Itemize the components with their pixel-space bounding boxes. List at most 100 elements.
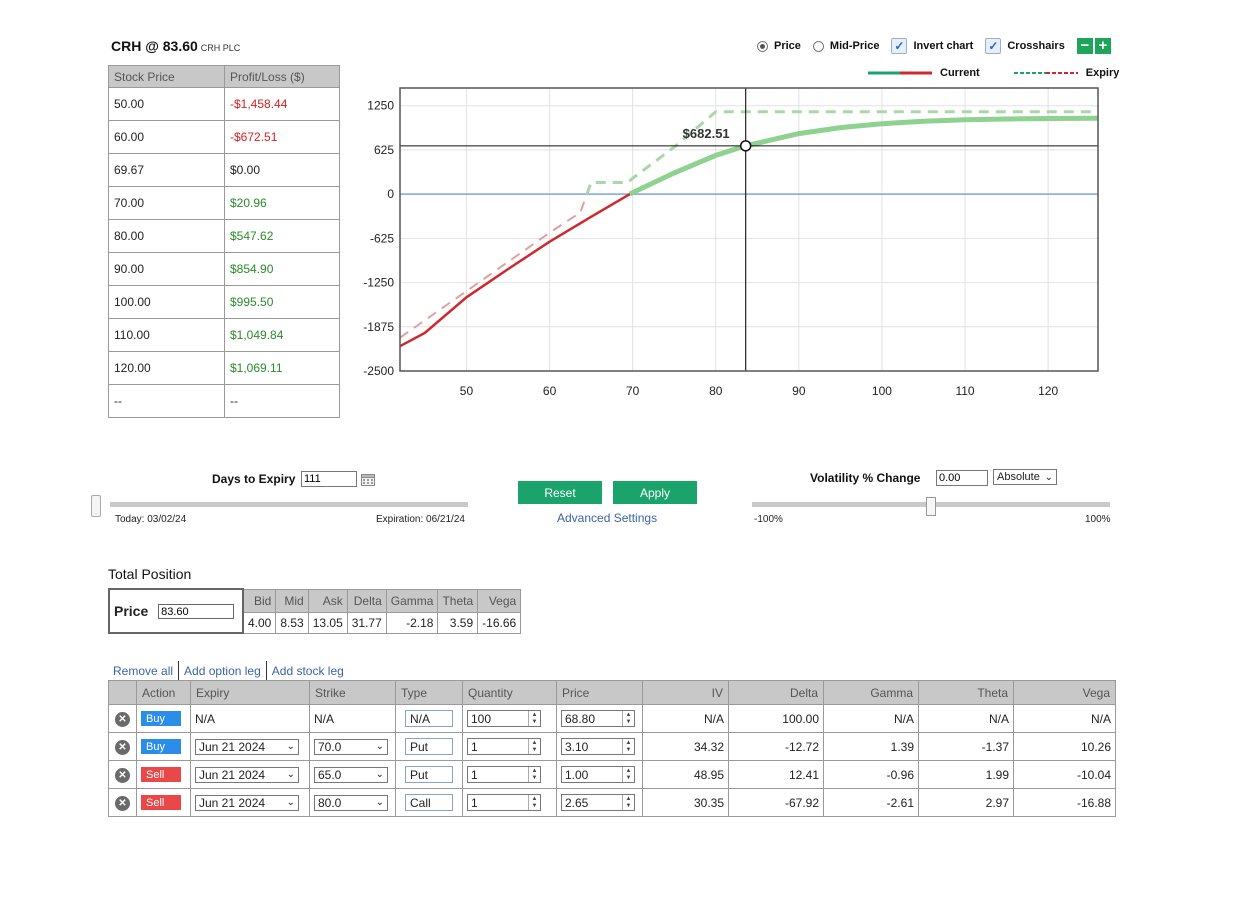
table-row: 60.00 -$672.51 <box>108 120 340 154</box>
type-cell: N/A <box>395 704 463 733</box>
volatility-slider-thumb[interactable] <box>926 497 936 516</box>
total-position-title: Total Position <box>108 566 192 582</box>
total-position-price: Price <box>108 588 244 634</box>
delta-cell: 12.41 <box>728 760 824 789</box>
days-slider-handle[interactable] <box>91 495 101 517</box>
profit-loss-cell: -$672.51 <box>224 120 340 154</box>
invert-chart-checkbox[interactable]: ✓ <box>891 38 908 54</box>
strike-select[interactable]: 70.0 ⌄ <box>314 738 388 755</box>
invert-chart-label[interactable]: Invert chart <box>913 40 974 52</box>
type-field[interactable]: Call <box>405 794 453 811</box>
price-value: 3.10 <box>565 739 589 754</box>
type-field[interactable]: Put <box>405 766 453 783</box>
chevron-down-icon: ⌄ <box>286 797 295 808</box>
quantity-value: 1 <box>471 767 478 782</box>
strike-select[interactable]: 80.0 ⌄ <box>314 794 388 811</box>
theta-header: Theta <box>918 680 1014 705</box>
stepper-arrows-icon[interactable]: ▲ ▼ <box>528 739 540 754</box>
chart-options: Price Mid-Price ✓ Invert chart ✓ Crossha… <box>757 38 1111 54</box>
type-field[interactable]: N/A <box>405 710 453 727</box>
stepper-arrows-icon[interactable]: ▲ ▼ <box>622 767 634 782</box>
delete-cell: ✕ <box>108 704 137 733</box>
apply-button[interactable]: Apply <box>613 481 697 504</box>
profit-loss-cell: $547.62 <box>224 219 340 253</box>
crosshairs-label[interactable]: Crosshairs <box>1007 40 1065 52</box>
expiry-select[interactable]: Jun 21 2024 ⌄ <box>195 766 299 783</box>
add-stock-leg-link[interactable]: Add stock leg <box>271 664 344 678</box>
remove-leg-icon[interactable]: ✕ <box>115 711 130 727</box>
action-toggle-button[interactable]: Buy <box>141 739 181 755</box>
action-toggle-button[interactable]: Buy <box>141 711 181 727</box>
strike-cell: N/A <box>309 704 396 733</box>
remove-leg-icon[interactable]: ✕ <box>115 795 130 811</box>
delete-cell: ✕ <box>108 760 137 789</box>
price-stepper[interactable]: 2.65 ▲ ▼ <box>561 794 635 811</box>
legs-table: Action Expiry Strike Type Quantity Price… <box>108 680 1116 817</box>
stock-price-cell: 69.67 <box>108 153 225 187</box>
stock-price-cell: 60.00 <box>108 120 225 154</box>
add-option-leg-link[interactable]: Add option leg <box>184 664 261 678</box>
theta-cell: -1.37 <box>918 732 1014 761</box>
strike-select[interactable]: 65.0 ⌄ <box>314 766 388 783</box>
price-value: 1.00 <box>565 767 589 782</box>
price-stepper[interactable]: 3.10 ▲ ▼ <box>561 738 635 755</box>
volatility-input[interactable] <box>936 470 988 486</box>
type-field[interactable]: Put <box>405 738 453 755</box>
today-date: Today: 03/02/24 <box>115 514 187 525</box>
days-slider-track[interactable] <box>110 502 468 507</box>
stepper-arrows-icon[interactable]: ▲ ▼ <box>622 795 634 810</box>
current-legend-swatch <box>868 71 932 75</box>
action-toggle-button[interactable]: Sell <box>141 767 181 783</box>
mid-price-radio[interactable] <box>812 40 824 52</box>
profit-loss-chart[interactable]: 50 60 70 80 90 100 110 120 1250 625 0 -625 -1250 -187… <box>355 85 1115 415</box>
gamma-value: -2.18 <box>385 611 439 634</box>
days-to-expiry-input[interactable] <box>301 471 357 487</box>
action-cell: Buy <box>136 704 191 733</box>
delta-value: 31.77 <box>346 611 387 634</box>
zoom-out-button[interactable]: − <box>1076 38 1093 54</box>
quantity-stepper[interactable]: 1 ▲ ▼ <box>467 738 541 755</box>
price-radio[interactable] <box>757 40 768 52</box>
volatility-max-label: 100% <box>1085 514 1111 525</box>
expiry-select[interactable]: Jun 21 2024 ⌄ <box>195 794 299 811</box>
price-radio-label[interactable]: Price <box>774 40 801 52</box>
table-row: -- -- <box>108 384 340 418</box>
strike-cell: 65.0 ⌄ <box>309 760 396 789</box>
quantity-stepper[interactable]: 100 ▲ ▼ <box>467 710 541 727</box>
iv-cell: 34.32 <box>642 732 729 761</box>
action-toggle-button[interactable]: Sell <box>141 795 181 811</box>
remove-leg-icon[interactable]: ✕ <box>115 767 130 783</box>
x-tick-label: 100 <box>872 384 892 398</box>
quantity-stepper[interactable]: 1 ▲ ▼ <box>467 794 541 811</box>
volatility-mode-select[interactable]: Absolute ⌄ <box>993 469 1057 485</box>
crosshairs-checkbox[interactable]: ✓ <box>985 38 1002 54</box>
gamma-cell: -0.96 <box>823 760 919 789</box>
stepper-arrows-icon[interactable]: ▲ ▼ <box>622 739 634 754</box>
delta-cell: -12.72 <box>728 732 824 761</box>
expiry-select[interactable]: Jun 21 2024 ⌄ <box>195 738 299 755</box>
chevron-down-icon: ⌄ <box>375 797 384 808</box>
volatility-mode-value: Absolute <box>997 471 1040 483</box>
price-stepper[interactable]: 68.80 ▲ ▼ <box>561 710 635 727</box>
quantity-stepper[interactable]: 1 ▲ ▼ <box>467 766 541 783</box>
advanced-settings-link[interactable]: Advanced Settings <box>557 511 658 525</box>
mid-price-radio-label[interactable]: Mid-Price <box>829 40 880 52</box>
stepper-arrows-icon[interactable]: ▲ ▼ <box>528 767 540 782</box>
stepper-arrows-icon[interactable]: ▲ ▼ <box>622 711 634 726</box>
volatility-min-label: -100% <box>754 514 783 525</box>
total-position-price-input[interactable] <box>158 604 235 620</box>
expiry-value: Jun 21 2024 <box>199 739 266 754</box>
reset-button[interactable]: Reset <box>518 481 602 504</box>
price-stepper[interactable]: 1.00 ▲ ▼ <box>561 766 635 783</box>
stepper-arrows-icon[interactable]: ▲ ▼ <box>528 795 540 810</box>
calendar-icon[interactable] <box>361 473 375 486</box>
quantity-cell: 1 ▲ ▼ <box>462 732 557 761</box>
expiry-legend-swatch <box>1013 72 1078 74</box>
expiry-cell: Jun 21 2024 ⌄ <box>190 788 310 817</box>
stepper-arrows-icon[interactable]: ▲ ▼ <box>528 711 540 726</box>
remove-all-link[interactable]: Remove all <box>113 664 174 678</box>
quantity-value: 1 <box>471 795 478 810</box>
remove-leg-icon[interactable]: ✕ <box>115 739 130 755</box>
action-cell: Sell <box>136 788 191 817</box>
zoom-in-button[interactable]: + <box>1094 38 1111 54</box>
